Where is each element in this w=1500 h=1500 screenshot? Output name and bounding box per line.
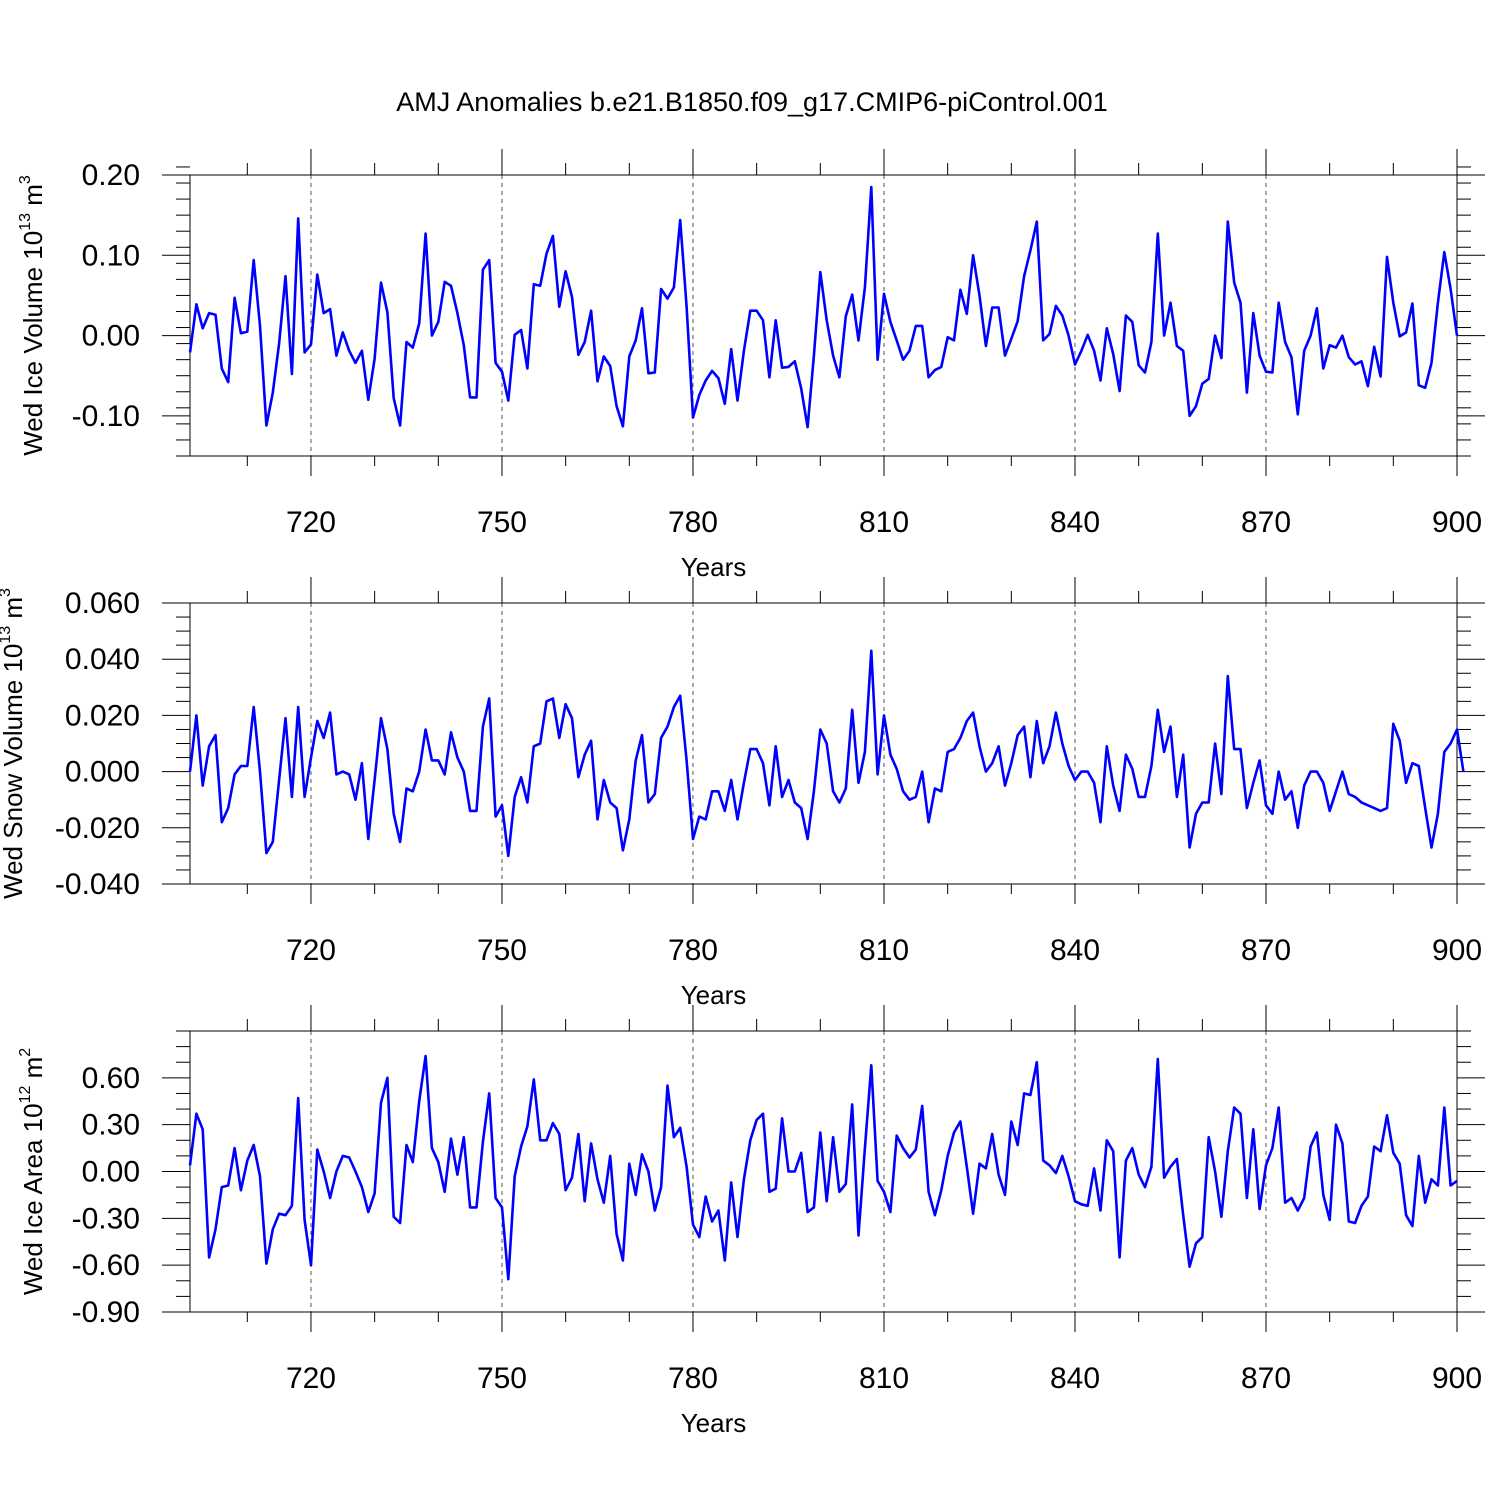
x-tick-label: 750 — [477, 506, 527, 539]
series-line-ice-area — [188, 1054, 1458, 1281]
series-line-snow-volume — [188, 649, 1465, 858]
x-tick-label: 810 — [859, 1362, 909, 1395]
x-tick-label: 840 — [1050, 1362, 1100, 1395]
y-tick-label: -0.30 — [72, 1202, 140, 1235]
x-tick-label: 780 — [668, 506, 718, 539]
y-tick-label: 0.10 — [82, 239, 140, 272]
y-axis-label: Wed Snow Volume 1013 m3 — [0, 588, 28, 899]
plot-frame — [189, 174, 1458, 457]
x-tick-label: 810 — [859, 934, 909, 967]
x-tick-label: 750 — [477, 1362, 527, 1395]
chart-title: AMJ Anomalies b.e21.B1850.f09_g17.CMIP6-… — [396, 87, 1107, 117]
y-tick-label: 0.060 — [65, 587, 140, 620]
y-tick-label: -0.020 — [55, 812, 140, 845]
x-tick-label: 900 — [1432, 934, 1482, 967]
x-tick-label: 870 — [1241, 1362, 1291, 1395]
x-axis-label: Years — [681, 552, 747, 582]
y-tick-label: -0.60 — [72, 1249, 140, 1282]
series-line-ice-volume — [188, 185, 1459, 429]
y-tick-label: 0.040 — [65, 643, 140, 676]
x-tick-label: 750 — [477, 934, 527, 967]
y-axis-label: Wed Ice Area 1012 m2 — [17, 1048, 48, 1295]
y-tick-label: -0.10 — [72, 400, 140, 433]
panel-snow-volume: 720 750 780 810 840 870 900 0.060 0.040 0.020 0.00… — [0, 577, 1485, 1010]
x-axis-label: Years — [681, 1408, 747, 1438]
x-tick-label: 840 — [1050, 934, 1100, 967]
y-axis-label: Wed Ice Volume 1013 m3 — [17, 175, 48, 456]
x-tick-label: 810 — [859, 506, 909, 539]
x-tick-label: 840 — [1050, 506, 1100, 539]
x-tick-label: 720 — [286, 934, 336, 967]
x-tick-label: 870 — [1241, 506, 1291, 539]
x-tick-label: 780 — [668, 1362, 718, 1395]
panel-ice-volume: 720 750 780 810 840 870 900 0.20 0.10 0.00 -0.10 Ye… — [17, 149, 1485, 582]
x-tick-label: 780 — [668, 934, 718, 967]
y-tick-label: 0.00 — [82, 320, 140, 353]
y-tick-label: 0.000 — [65, 756, 140, 789]
panel-ice-area: 720 750 780 810 840 870 900 0.60 0.30 0.00 -0.30 -0… — [17, 1005, 1485, 1438]
x-tick-label: 720 — [286, 506, 336, 539]
y-tick-label: 0.00 — [82, 1156, 140, 1189]
x-tick-label: 870 — [1241, 934, 1291, 967]
y-tick-label: 0.20 — [82, 159, 140, 192]
x-tick-label: 720 — [286, 1362, 336, 1395]
x-tick-label: 900 — [1432, 1362, 1482, 1395]
y-tick-label: -0.90 — [72, 1296, 140, 1329]
x-axis-label: Years — [681, 980, 747, 1010]
y-tick-label: 0.60 — [82, 1062, 140, 1095]
y-tick-label: -0.040 — [55, 868, 140, 901]
plot-frame — [189, 602, 1458, 885]
x-tick-label: 900 — [1432, 506, 1482, 539]
y-tick-label: 0.30 — [82, 1109, 140, 1142]
y-tick-label: 0.020 — [65, 699, 140, 732]
